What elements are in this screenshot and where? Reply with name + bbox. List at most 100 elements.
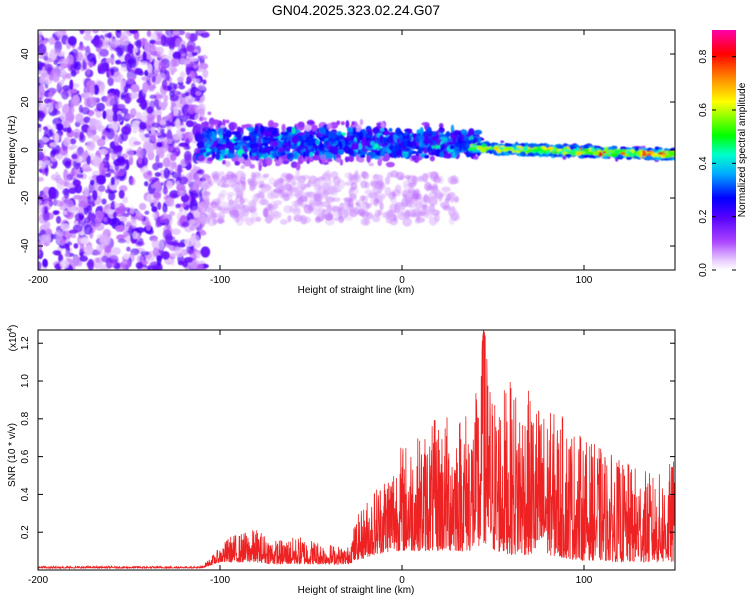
spectrogram-blob bbox=[106, 128, 115, 140]
spectrogram-blob bbox=[49, 72, 54, 81]
spectrogram-blob bbox=[84, 98, 92, 107]
spectrogram-blob bbox=[312, 208, 322, 216]
spectrogram-blob bbox=[234, 204, 242, 209]
spectrogram-blob bbox=[272, 128, 278, 135]
spectrogram-blob bbox=[179, 206, 184, 213]
spectrogram-blob bbox=[79, 30, 85, 35]
spectrogram-blob bbox=[273, 188, 283, 194]
spectrogram-blob bbox=[125, 147, 134, 159]
spectrogram-blob bbox=[249, 131, 256, 139]
spectrogram-blob bbox=[220, 149, 226, 158]
spectrogram-blob bbox=[176, 183, 186, 191]
spectrogram-blob bbox=[189, 183, 197, 193]
spectrogram-blob bbox=[54, 173, 61, 180]
spectrogram-blob bbox=[97, 190, 103, 197]
spectrogram-blob bbox=[188, 219, 196, 225]
spectrogram-blob bbox=[109, 42, 116, 52]
spectrogram-blob bbox=[42, 210, 50, 222]
spectrogram-blob bbox=[416, 203, 422, 210]
spectrogram-blob bbox=[311, 155, 321, 161]
spectrogram-blob bbox=[156, 254, 162, 266]
spectrogram-blob bbox=[67, 35, 77, 46]
spectrogram-blob bbox=[139, 96, 146, 104]
spectrogram-blob bbox=[120, 63, 128, 72]
spectrogram-blob bbox=[344, 172, 351, 179]
spectrogram-blob bbox=[151, 76, 156, 83]
spectrogram-blob bbox=[43, 221, 51, 229]
spectrogram-blob bbox=[226, 153, 236, 159]
spectrogram-blob bbox=[88, 182, 96, 194]
spectrogram-blob bbox=[132, 120, 142, 130]
spectrogram-blob bbox=[166, 138, 173, 144]
spectrogram-blob bbox=[443, 153, 453, 159]
spectrogram-blob bbox=[52, 73, 60, 83]
spectrogram-blob bbox=[396, 204, 406, 210]
spectrogram-blob bbox=[465, 133, 472, 137]
spectrogram-blob bbox=[249, 150, 253, 157]
spectrogram-blob bbox=[394, 184, 402, 194]
spectrogram-blob bbox=[97, 125, 106, 132]
spectrogram-blob bbox=[151, 205, 158, 213]
spectrogram-blob bbox=[321, 182, 331, 190]
spectrogram-blob bbox=[140, 251, 150, 256]
spectrogram-blob bbox=[157, 201, 162, 211]
spectrogram-blob bbox=[220, 183, 230, 188]
spectrogram-blob bbox=[264, 130, 272, 138]
spectrogram-blob bbox=[315, 138, 320, 146]
spectrogram-blob bbox=[285, 173, 295, 180]
spectrogram-blob bbox=[80, 93, 85, 98]
spectrogram-blob bbox=[152, 247, 159, 257]
spectrogram-blob bbox=[144, 133, 151, 138]
spectrogram-blob bbox=[239, 197, 245, 205]
spectrogram-blob bbox=[152, 162, 160, 171]
spectrogram-blob bbox=[371, 149, 379, 153]
spectrogram-blob bbox=[73, 167, 81, 175]
spectrogram-blob bbox=[363, 217, 369, 225]
spectrogram-blob bbox=[204, 130, 213, 138]
spectrogram-blob bbox=[314, 216, 322, 223]
spectrogram-blob bbox=[186, 40, 196, 53]
spectrogram-blob bbox=[138, 70, 144, 76]
spectrogram-blob bbox=[59, 259, 70, 269]
spectrogram-blob bbox=[279, 219, 288, 225]
spectrogram-blob bbox=[234, 160, 241, 166]
spectrogram-blob bbox=[286, 153, 292, 161]
spectrogram-blob bbox=[419, 139, 423, 147]
spectrogram-blob bbox=[269, 209, 280, 218]
spectrogram-blob bbox=[60, 239, 66, 244]
spectrogram-blob bbox=[122, 217, 128, 222]
spectrogram-blob bbox=[95, 174, 106, 180]
spectrogram-blob bbox=[322, 193, 329, 200]
spectrogram-blob bbox=[123, 230, 129, 238]
spectrogram-blob bbox=[343, 209, 349, 218]
spectrogram-blob bbox=[330, 171, 339, 180]
spectrogram-blob bbox=[120, 91, 126, 99]
spectrogram-blob bbox=[73, 128, 81, 139]
spectrogram-blob bbox=[84, 86, 89, 92]
spectrogram-blob bbox=[376, 122, 382, 126]
spectrogram-blob bbox=[206, 157, 214, 162]
spectrogram-blob bbox=[71, 153, 78, 160]
spectrogram-blob bbox=[127, 58, 135, 65]
spectrogram-blob bbox=[83, 224, 93, 235]
spectrogram-blob bbox=[68, 187, 77, 194]
spectrogram-blob bbox=[217, 138, 226, 145]
spectrogram-blob bbox=[439, 151, 444, 158]
spectrogram-blob bbox=[156, 46, 165, 56]
spectrogram-blob bbox=[254, 133, 261, 137]
chart-title: GN04.2025.323.02.24.G07 bbox=[272, 2, 440, 18]
spectrogram-blob bbox=[250, 217, 257, 223]
spectrogram-blob bbox=[306, 137, 314, 147]
spectrogram-blob bbox=[138, 261, 143, 270]
spectrogram-blob bbox=[180, 127, 186, 133]
spectrogram-blob bbox=[42, 258, 48, 268]
spectrogram-blob bbox=[319, 154, 326, 161]
spectrogram-blob bbox=[465, 143, 470, 148]
spectrogram-blob bbox=[199, 116, 204, 122]
spectrogram-blob bbox=[144, 41, 150, 54]
spectrogram-blob bbox=[93, 84, 100, 95]
spectrogram-blob bbox=[452, 130, 461, 138]
spectrogram-blob bbox=[277, 147, 285, 153]
spectrogram-blob bbox=[352, 126, 357, 133]
spectrogram-blob bbox=[324, 175, 329, 183]
